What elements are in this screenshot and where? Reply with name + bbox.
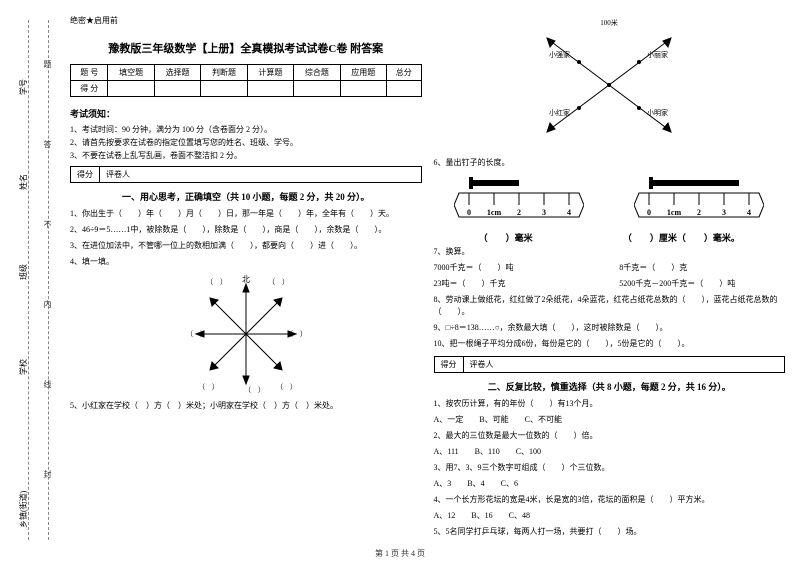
notice-1: 1、考试时间：90 分钟，满分为 100 分（含卷面分 2 分）。 <box>70 124 422 137</box>
page-footer: 第 1 页 共 4 页 <box>0 548 800 559</box>
s2q1: 1、按农历计算，有的年份（ ）有13个月。 <box>434 398 786 410</box>
svg-text:（ ）: （ ） <box>244 386 265 394</box>
s2q4-opts: A、12 B、16 C、48 <box>434 510 786 522</box>
svg-text:3: 3 <box>722 208 726 217</box>
bind-label-4: 学号 <box>18 79 29 95</box>
svg-text:1cm: 1cm <box>667 208 682 217</box>
s2q4: 4、一个长方形花坛的宽是4米，长是宽的3倍，花坛的面积是（ ）平方米。 <box>434 494 786 506</box>
section-score-box-2: 得分 评卷人 <box>434 356 786 373</box>
th-0: 题 号 <box>71 65 108 81</box>
svg-text:1cm: 1cm <box>487 208 502 217</box>
svg-text:（ ）: （ ） <box>198 383 219 391</box>
right-column: 100米 小丽家 小明家 小红家 小强家 6、量出钉子的长度。 <box>434 15 786 540</box>
s2q1-opts: A、一定 B、可能 C、不可能 <box>434 414 786 426</box>
secbox2-1: 评卷人 <box>464 357 500 372</box>
s1q2: 2、46÷9＝5……1中，被除数是（ ），除数是（ ），商是（ ），余数是（ ）… <box>70 224 422 236</box>
bind-label-1: 学校 <box>18 359 29 375</box>
secbox-0: 得分 <box>71 167 100 182</box>
svg-text:2: 2 <box>517 208 521 217</box>
s1q8: 8、劳动课上做纸花，红红做了2朵纸花，4朵蓝花，红花占纸花总数的（ ），蓝花占纸… <box>434 294 786 318</box>
s1q10: 10、把一根绳子平均分成6份，每份是它的（ ），5份是它的（ ）。 <box>434 338 786 350</box>
s2q3-opts: A、3 B、4 C、6 <box>434 478 786 490</box>
svg-text:4: 4 <box>747 208 751 217</box>
bind-hint-3: 不 <box>42 220 53 228</box>
svg-text:（ ）: （ ） <box>206 278 227 286</box>
s1q9: 9、□÷8＝138……○，余数最大填（ ），这时被除数是（ ）。 <box>434 322 786 334</box>
th-1: 填空题 <box>108 65 154 81</box>
bind-hint-1: 线 <box>42 380 53 388</box>
x-diagram: 100米 小丽家 小明家 小红家 小强家 <box>434 15 786 155</box>
bind-hint-2: 内 <box>42 300 53 308</box>
s2q2: 2、最大的三位数是最大一位数的（ ）倍。 <box>434 430 786 442</box>
ruler-left: 0 1cm 2 3 4 <box>454 175 584 227</box>
section2-title: 二、反复比较，慎重选择（共 8 小题，每题 2 分，共 16 分）。 <box>434 380 786 393</box>
bind-label-3: 姓名 <box>18 174 29 190</box>
svg-text:（ ）: （ ） <box>268 278 289 286</box>
notice-title: 考试须知： <box>70 107 422 120</box>
s1q6: 6、量出钉子的长度。 <box>434 157 786 169</box>
svg-text:（ ）: （ ） <box>286 330 306 338</box>
th-3: 判断题 <box>201 65 247 81</box>
svg-text:小红家: 小红家 <box>549 108 570 117</box>
exam-title: 豫教版三年级数学【上册】全真模拟考试试卷C卷 附答案 <box>70 40 422 56</box>
svg-text:小强家: 小强家 <box>549 50 570 59</box>
top-mark: 绝密★启用前 <box>70 15 422 26</box>
th-6: 应用题 <box>340 65 386 81</box>
secbox2-0: 得分 <box>435 357 464 372</box>
score-table: 题 号 填空题 选择题 判断题 计算题 综合题 应用题 总分 得 分 <box>70 64 422 97</box>
secbox-1: 评卷人 <box>100 167 136 182</box>
row2-label: 得 分 <box>71 81 108 97</box>
svg-text:3: 3 <box>542 208 546 217</box>
left-column: 绝密★启用前 豫教版三年级数学【上册】全真模拟考试试卷C卷 附答案 题 号 填空… <box>70 15 422 540</box>
svg-text:2: 2 <box>697 208 701 217</box>
svg-text:4: 4 <box>567 208 571 217</box>
s1q7d: 5200千克－200千克＝（ ）吨 <box>619 278 785 290</box>
s1q1: 1、你出生于（ ）年（ ）月（ ）日，那一年是（ ）年，全年有（ ）天。 <box>70 208 422 220</box>
section-score-box: 得分 评卷人 <box>70 166 422 183</box>
svg-text:（ ）: （ ） <box>276 383 297 391</box>
ruler-right: 0 1cm 2 3 4 <box>634 175 764 227</box>
ruler-left-label: （ ）毫米 <box>479 231 533 244</box>
binding-margin: 乡镇(街道) 学校 班级 姓名 学号 封 线 内 不 答 题 <box>0 0 65 565</box>
compass-diagram: 北 （ ） （ ） （ ） （ ） （ ） （ ） （ ） <box>186 274 306 394</box>
bind-hint-0: 封 <box>42 470 53 478</box>
s1q7b: 8千克＝（ ）克 <box>619 262 785 274</box>
notice-2: 2、请首先按要求在试卷的指定位置填写您的姓名、班级、学号。 <box>70 137 422 150</box>
bind-hint-4: 答 <box>42 140 53 148</box>
page-content: 绝密★启用前 豫教版三年级数学【上册】全真模拟考试试卷C卷 附答案 题 号 填空… <box>70 15 785 540</box>
s1q4: 4、填一填。 <box>70 256 422 268</box>
svg-text:0: 0 <box>467 208 471 217</box>
svg-text:0: 0 <box>647 208 651 217</box>
s1q5: 5、小红家在学校（ ）方（ ）米处；小明家在学校（ ）方（ ）米处。 <box>70 400 422 412</box>
bind-label-2: 班级 <box>18 264 29 280</box>
svg-text:小丽家: 小丽家 <box>647 50 668 59</box>
s2q3: 3、用7、3、9三个数字可组成（ ）个三位数。 <box>434 462 786 474</box>
s2q2-opts: A、111 B、110 C、100 <box>434 446 786 458</box>
th-5: 综合题 <box>294 65 340 81</box>
notice-3: 3、不要在试卷上乱写乱画，卷面不整洁扣 2 分。 <box>70 150 422 163</box>
svg-text:（ ）: （ ） <box>186 330 207 338</box>
svg-text:北: 北 <box>242 275 250 284</box>
svg-text:100米: 100米 <box>601 18 619 27</box>
s1q3: 3、在进位加法中，不管哪一位上的数相加满（ ），都要向（ ）进（ ）。 <box>70 240 422 252</box>
ruler-answers: （ ）毫米 （ ）厘米（ ）毫米。 <box>434 231 786 244</box>
th-2: 选择题 <box>154 65 200 81</box>
s1q7: 7、换算。 <box>434 246 786 258</box>
bind-label-0: 乡镇(街道) <box>18 491 29 528</box>
s2q5: 5、5名同学打乒乓球，每两人打一场，共要打（ ）场。 <box>434 526 786 538</box>
svg-text:小明家: 小明家 <box>647 108 668 117</box>
bind-hint-5: 题 <box>42 60 53 68</box>
section1-title: 一、用心思考，正确填空（共 10 小题，每题 2 分，共 20 分）。 <box>70 190 422 203</box>
s1q7c: 23吨＝（ ）千克 <box>434 278 600 290</box>
s1q7a: 7000千克＝（ ）吨 <box>434 262 600 274</box>
ruler-row: 0 1cm 2 3 4 0 <box>434 175 786 227</box>
th-4: 计算题 <box>247 65 293 81</box>
th-7: 总分 <box>386 65 421 81</box>
